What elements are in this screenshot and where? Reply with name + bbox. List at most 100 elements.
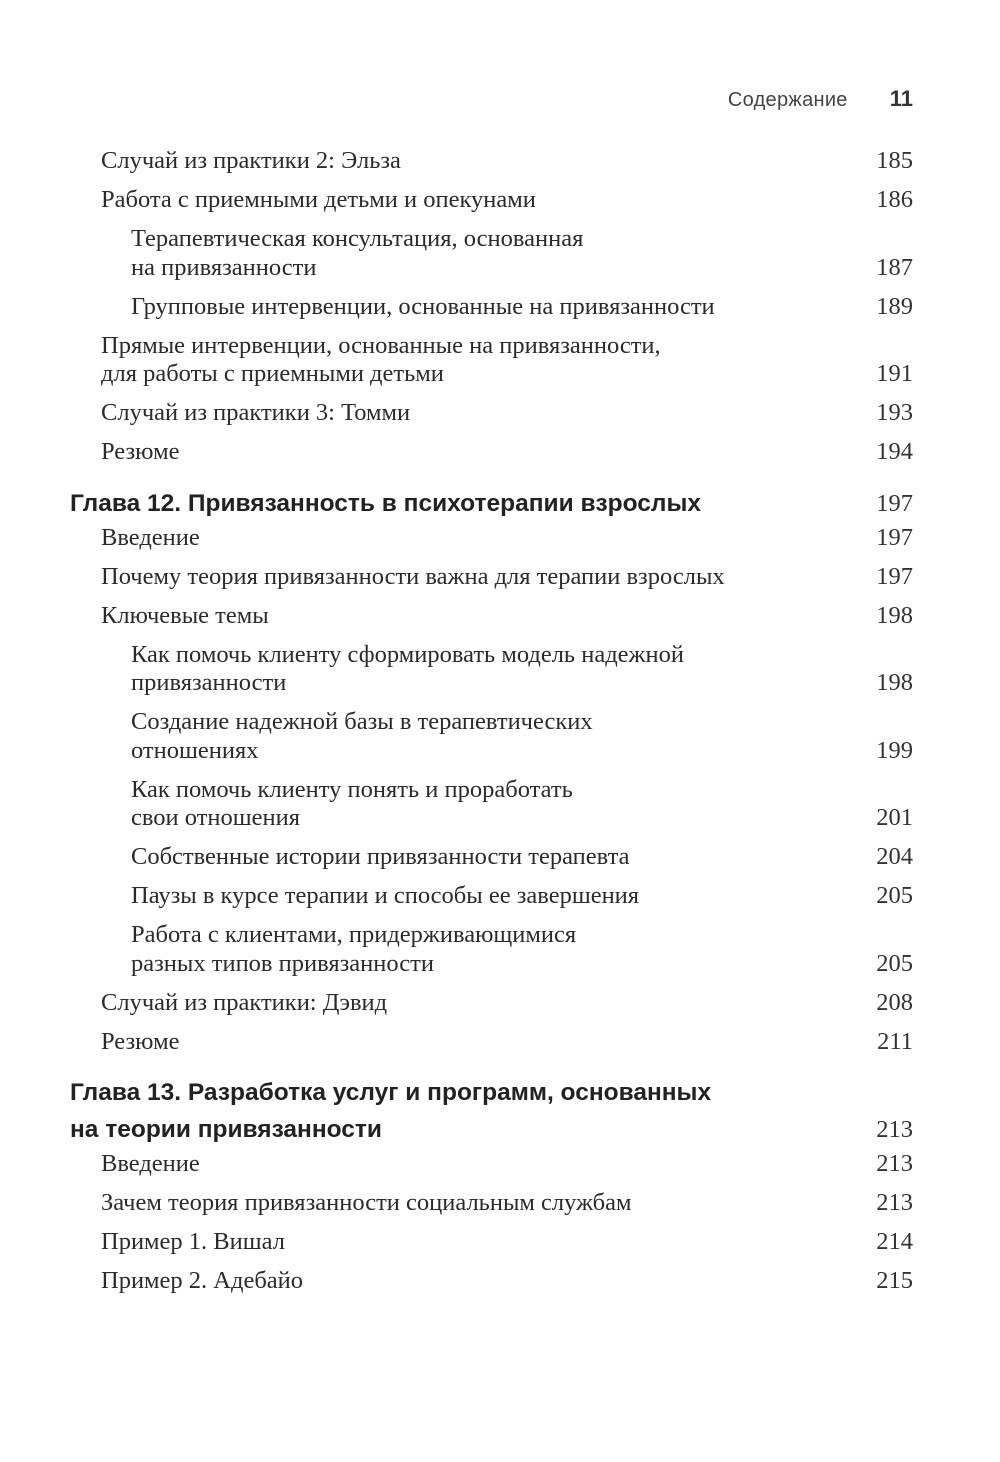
- toc-entry-title-line: Случай из практики: Дэвид: [101, 988, 388, 1016]
- toc-entry: Как помочь клиенту сформировать модель н…: [0, 641, 1000, 698]
- toc-entry: Введение 213: [0, 1150, 1000, 1179]
- running-head: Содержание 11: [0, 86, 913, 112]
- toc-entry: Случай из практики 2: Эльза 185: [0, 147, 1000, 176]
- toc-entry-title-line: Собственные истории привязанности терапе…: [131, 843, 630, 870]
- toc-entry-page: 199: [876, 736, 913, 764]
- toc-entry-page: 213: [876, 1150, 913, 1177]
- toc-entry-title-line: Создание надежной базы в терапевтических: [131, 708, 593, 735]
- toc-entry-title: Собственные истории привязанности терапе…: [131, 843, 629, 872]
- toc-entry-title-line: Прямые интервенции, основанные на привяз…: [101, 331, 661, 359]
- toc-entry-page: 186: [876, 186, 913, 213]
- toc-entry-page: 187: [876, 253, 913, 281]
- toc-entry: Собственные истории привязанности терапе…: [0, 843, 1000, 872]
- toc-entry-title-line: Резюме: [101, 438, 180, 465]
- toc-entry-title-line: Паузы в курсе терапии и способы ее завер…: [131, 882, 640, 909]
- toc-entry-title: Введение: [101, 1150, 200, 1179]
- toc-chapter-heading: Глава 12. Привязанность в психотерапии в…: [0, 485, 1000, 522]
- page-number: 11: [889, 86, 913, 111]
- toc-entry: Случай из практики 3: Томми 193: [0, 399, 1000, 428]
- toc-chapter-heading: Глава 13. Разработка услуг и программ, о…: [0, 1074, 1000, 1148]
- toc-entry-title-line: для работы с приемными детьми: [101, 360, 444, 387]
- toc-entry-title: Как помочь клиенту понять и проработать с…: [131, 776, 573, 833]
- toc-entry-title: Терапевтическая консультация, основанная…: [131, 225, 583, 282]
- toc-entry-title: Работа с клиентами, придерживающимися раз…: [131, 921, 576, 978]
- toc-entry: Пример 2. Адебайо 215: [0, 1267, 1000, 1296]
- toc-entry-title: Зачем теория привязанности социальным сл…: [101, 1189, 632, 1218]
- toc-entry-page: 197: [876, 523, 913, 551]
- toc-entry-page: 193: [876, 399, 913, 426]
- toc-entry-title-line: Резюме: [101, 1027, 180, 1055]
- toc-entry-title: Случай из практики: Дэвид: [101, 989, 387, 1018]
- toc-entry-title: Паузы в курсе терапии и способы ее завер…: [131, 882, 639, 911]
- toc-entry-title: Глава 12. Привязанность в психотерапии в…: [70, 485, 701, 522]
- toc-entry-title-line: Работа с приемными детьми и опекунами: [101, 186, 536, 213]
- running-head-title: Содержание: [727, 89, 848, 111]
- toc-entry-page: 201: [876, 804, 913, 831]
- toc-entry-title-line: Зачем теория привязанности социальным сл…: [101, 1189, 632, 1216]
- toc-entry: Резюме 194: [0, 438, 1000, 467]
- toc-entry-title: Случай из практики 3: Томми: [101, 399, 410, 428]
- toc-entry: Почему теория привязанности важна для те…: [0, 563, 1000, 592]
- toc-entry-title-line: Как помочь клиенту сформировать модель н…: [131, 640, 684, 668]
- toc-entry-title-line: привязанности: [131, 669, 287, 696]
- toc-entry-title-line: Как помочь клиенту понять и проработать: [131, 775, 573, 803]
- toc-entry-title-line: на привязанности: [131, 253, 317, 281]
- toc-entry-title-line: Случай из практики 2: Эльза: [101, 147, 401, 174]
- toc-entry-page: 215: [876, 1267, 913, 1294]
- toc-entry: Паузы в курсе терапии и способы ее завер…: [0, 882, 1000, 911]
- toc-entry: Резюме 211: [0, 1028, 1000, 1057]
- toc-entry: Зачем теория привязанности социальным сл…: [0, 1189, 1000, 1218]
- toc-entry-title: Прямые интервенции, основанные на привяз…: [101, 332, 661, 389]
- toc-entry-title-line: Пример 2. Адебайо: [101, 1267, 304, 1294]
- toc-entry-title: Ключевые темы: [101, 602, 269, 631]
- toc-entry: Создание надежной базы в терапевтических…: [0, 708, 1000, 765]
- toc-entry-title-line: Пример 1. Вишал: [101, 1228, 285, 1255]
- toc-entry-title-line: разных типов привязанности: [131, 949, 434, 977]
- toc-entry-title-line: Введение: [101, 523, 200, 551]
- toc-entry-title: Почему теория привязанности важна для те…: [101, 563, 725, 592]
- toc-entry-title-line: Ключевые темы: [101, 601, 269, 629]
- toc-entry-page: 213: [876, 1189, 913, 1216]
- toc-entry: Случай из практики: Дэвид 208: [0, 989, 1000, 1018]
- toc-entry-title-line: свои отношения: [131, 804, 300, 831]
- toc-entry-title-line: Глава 13. Разработка услуг и программ, о…: [70, 1079, 712, 1106]
- toc-entry-title: Введение: [101, 524, 200, 553]
- toc-entry-title: Работа с приемными детьми и опекунами: [101, 186, 536, 215]
- toc-entry-title-line: Почему теория привязанности важна для те…: [101, 562, 725, 590]
- toc-entry-page: 185: [876, 147, 913, 174]
- toc-entry: Групповые интервенции, основанные на при…: [0, 293, 1000, 322]
- toc-entry-page: 204: [876, 843, 913, 870]
- toc-entry-page: 214: [876, 1228, 913, 1255]
- toc-entry: Как помочь клиенту понять и проработать с…: [0, 776, 1000, 833]
- toc-entry-page: 198: [876, 669, 913, 696]
- toc-entry-title-line: отношениях: [131, 736, 259, 764]
- toc-entry-page: 189: [876, 292, 913, 320]
- toc-entry-title-line: Случай из практики 3: Томми: [101, 399, 411, 426]
- toc-entry: Работа с приемными детьми и опекунами 186: [0, 186, 1000, 215]
- toc-entry-title-line: Глава 12. Привязанность в психотерапии в…: [70, 489, 702, 517]
- toc-entry-page: 198: [876, 601, 913, 629]
- toc-entry-page: 194: [876, 438, 913, 465]
- toc-entry-title: Как помочь клиенту сформировать модель н…: [131, 641, 684, 698]
- toc-entry-title: Резюме: [101, 438, 180, 467]
- toc-entry: Ключевые темы 198: [0, 602, 1000, 631]
- toc-entry-title: Групповые интервенции, основанные на при…: [131, 293, 715, 322]
- toc-entry-page: 197: [876, 489, 913, 517]
- toc-entry-page: 205: [876, 949, 913, 977]
- toc-entry: Введение 197: [0, 524, 1000, 553]
- toc-entry: Прямые интервенции, основанные на привяз…: [0, 332, 1000, 389]
- toc-entry-title: Создание надежной базы в терапевтических…: [131, 708, 593, 765]
- toc-entry-page: 191: [876, 360, 913, 387]
- toc-entry-page: 205: [876, 882, 913, 909]
- toc-entry: Терапевтическая консультация, основанная…: [0, 225, 1000, 282]
- toc-entry-page: 211: [877, 1027, 913, 1055]
- toc-entry-title: Пример 1. Вишал: [101, 1228, 285, 1257]
- toc-entry: Пример 1. Вишал 214: [0, 1228, 1000, 1257]
- toc-entry-page: 208: [876, 988, 913, 1016]
- toc-entry-title-line: Терапевтическая консультация, основанная: [131, 225, 584, 252]
- toc-entry: Работа с клиентами, придерживающимися раз…: [0, 921, 1000, 978]
- toc-entry-title: Глава 13. Разработка услуг и программ, о…: [70, 1074, 711, 1148]
- toc-entry-title-line: на теории привязанности: [70, 1116, 382, 1143]
- toc-entry-title: Случай из практики 2: Эльза: [101, 147, 401, 176]
- toc-entry-title: Пример 2. Адебайо: [101, 1267, 303, 1296]
